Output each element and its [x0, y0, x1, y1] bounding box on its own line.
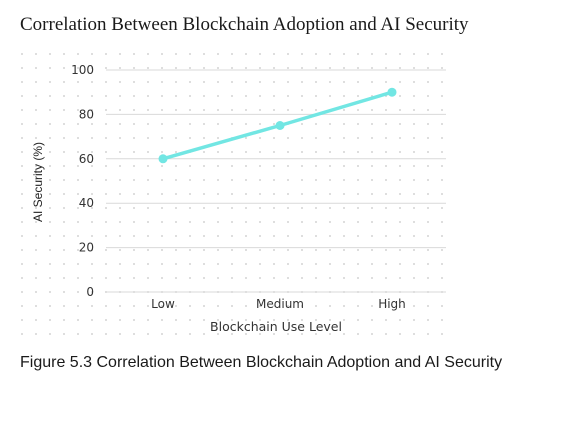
line-chart: 100 80 60 40 20 0 Low Medium High Blockchain Us… — [20, 52, 450, 342]
y-tick-label: 80 — [79, 107, 94, 121]
y-tick-label: 0 — [86, 285, 94, 299]
y-tick-label: 40 — [79, 196, 94, 210]
data-point — [158, 154, 168, 164]
y-axis-ticks: 100 80 60 40 20 0 — [71, 63, 94, 299]
data-point — [275, 121, 285, 130]
x-tick-label: Medium — [256, 297, 304, 311]
x-tick-label: High — [378, 297, 406, 311]
y-tick-label: 100 — [71, 63, 94, 77]
figure-caption: Figure 5.3 Correlation Between Blockchai… — [20, 354, 503, 371]
x-axis-ticks: Low Medium High — [151, 297, 406, 311]
data-point — [387, 87, 397, 97]
page-title: Correlation Between Blockchain Adoption … — [20, 14, 469, 35]
dotted-background — [20, 52, 450, 342]
series-layer — [158, 87, 397, 164]
y-tick-label: 20 — [79, 241, 94, 255]
y-tick-label: 60 — [79, 152, 94, 166]
x-tick-label: Low — [151, 297, 175, 311]
x-axis-label: Blockchain Use Level — [210, 319, 342, 334]
y-axis-label: AI Security (%) — [31, 142, 45, 222]
chart-panel: 100 80 60 40 20 0 Low Medium High Blockchain Us… — [20, 52, 450, 342]
